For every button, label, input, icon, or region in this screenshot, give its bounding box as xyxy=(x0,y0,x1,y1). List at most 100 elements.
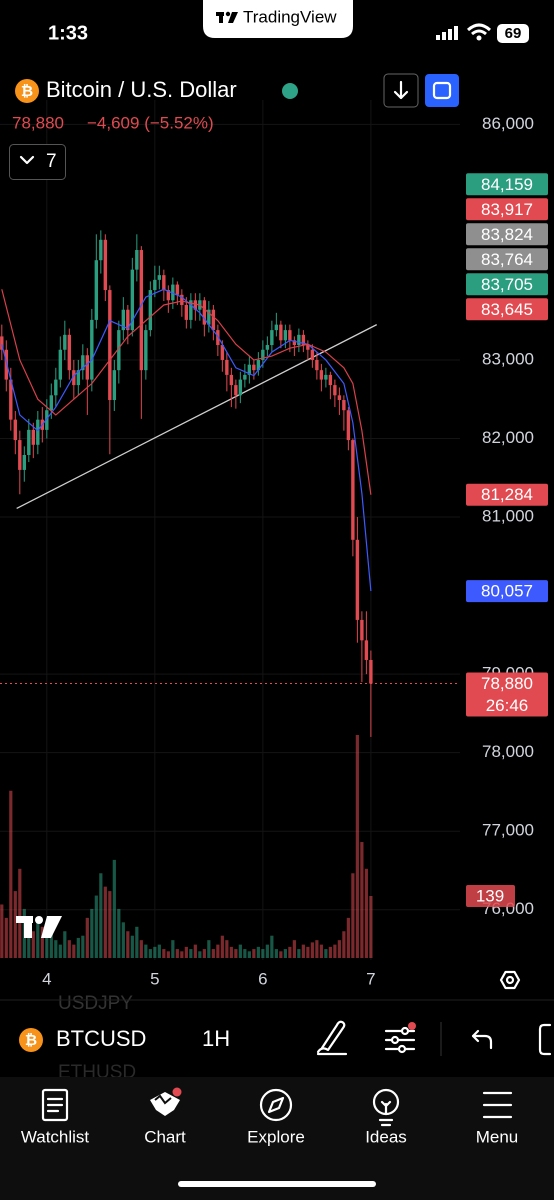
volume-bar xyxy=(54,940,58,958)
arrow-icon xyxy=(393,80,409,100)
x-tick-label: 4 xyxy=(42,969,51,988)
indicators-icon[interactable] xyxy=(384,1026,416,1054)
last-price: 78,880 xyxy=(12,113,64,132)
candle-body xyxy=(342,400,346,411)
notification-dot xyxy=(408,1022,416,1030)
volume-bar xyxy=(130,935,134,958)
collapse-button[interactable] xyxy=(383,73,419,108)
indicators-count: 7 xyxy=(46,151,57,172)
volume-bar xyxy=(18,868,22,958)
tab-label[interactable]: Chart xyxy=(144,1127,186,1146)
candle-body xyxy=(144,330,148,371)
status-time: 1:33 xyxy=(48,22,88,44)
candle-body xyxy=(333,385,337,396)
volume-bar xyxy=(117,908,121,958)
candle-body xyxy=(31,429,36,445)
toolbar-symbol[interactable]: BTCUSD xyxy=(56,1026,146,1051)
price-label-box xyxy=(466,273,548,296)
volume-bar xyxy=(351,873,355,958)
btc-glyph: ₿ xyxy=(25,1032,37,1049)
notification-dot xyxy=(172,1087,182,1097)
volume-bar xyxy=(202,949,206,958)
price-label-box xyxy=(466,580,548,603)
volume-bar xyxy=(333,944,337,958)
price-label-box xyxy=(466,298,548,321)
candle-body xyxy=(130,269,135,331)
volume-bar xyxy=(274,949,278,958)
candle-body xyxy=(148,290,153,331)
volume-bar xyxy=(67,940,71,958)
y-tick-label: 78,000 xyxy=(482,742,534,761)
candle-body xyxy=(175,284,180,295)
candle-body xyxy=(81,355,85,371)
volume-bar xyxy=(220,935,224,958)
tab-label[interactable]: Watchlist xyxy=(21,1127,90,1146)
price-label: 80,057 xyxy=(481,582,533,601)
candle-body xyxy=(67,334,72,371)
candle-body xyxy=(324,374,328,380)
candle-body xyxy=(243,374,247,380)
volume-bar xyxy=(238,944,242,958)
undo-icon[interactable] xyxy=(471,1029,493,1050)
battery-level: 69 xyxy=(505,25,522,42)
candle-body xyxy=(85,355,90,380)
volume-bar xyxy=(328,946,332,958)
btc-icon xyxy=(19,1028,43,1052)
candle-body xyxy=(135,250,139,270)
volume-bar xyxy=(261,949,265,958)
candle-body xyxy=(108,290,112,401)
indicators-toggle[interactable] xyxy=(9,144,66,180)
candle-body xyxy=(261,349,265,360)
volume-bar xyxy=(4,917,8,958)
volume-bar xyxy=(234,949,238,958)
volume-bar xyxy=(76,937,80,958)
candle-body xyxy=(72,370,76,386)
btc-glyph: ₿ xyxy=(21,83,33,100)
candle-body xyxy=(126,309,130,331)
volume-bar xyxy=(211,949,215,958)
price-label: 83,764 xyxy=(481,250,533,269)
candle-body xyxy=(112,370,117,401)
tab-label[interactable]: Menu xyxy=(476,1127,519,1146)
candle-body xyxy=(252,364,256,371)
price-label-box xyxy=(466,198,548,221)
redo-icon[interactable] xyxy=(538,1023,552,1056)
volume-bar xyxy=(364,868,368,958)
candle-body xyxy=(49,395,54,411)
draw-icon[interactable] xyxy=(316,1020,348,1056)
price-label: 83,645 xyxy=(481,300,533,319)
x-tick-label: 6 xyxy=(258,969,267,988)
candle-body xyxy=(0,336,4,350)
volume-bar xyxy=(45,935,49,958)
price-label-box xyxy=(466,248,548,271)
wifi-dot xyxy=(476,35,482,41)
volume-bar xyxy=(36,917,40,958)
volume-bar xyxy=(310,942,314,958)
ideas-icon xyxy=(372,1088,400,1127)
volume-bar xyxy=(166,951,170,958)
candle-body xyxy=(301,334,306,346)
tab-label[interactable]: Ideas xyxy=(365,1127,407,1146)
fullscreen-icon xyxy=(432,81,452,100)
candle-body xyxy=(306,345,310,350)
volume-bar xyxy=(216,944,220,958)
candle-body xyxy=(9,379,13,420)
tab-label[interactable]: Explore xyxy=(247,1127,305,1146)
ghost-symbol: USDJPY xyxy=(58,993,133,1014)
candle-body xyxy=(274,324,279,331)
volume-bar xyxy=(49,931,53,958)
fullscreen-button[interactable] xyxy=(425,74,459,107)
toolbar-interval[interactable]: 1H xyxy=(202,1026,230,1051)
settings-icon[interactable] xyxy=(499,970,521,990)
candle-body xyxy=(184,304,189,320)
candle-body xyxy=(121,309,126,331)
volume-bar xyxy=(171,940,175,958)
volume-bar xyxy=(225,940,229,958)
candle-body xyxy=(238,379,243,396)
candle-body xyxy=(337,395,342,401)
candle-body xyxy=(247,364,252,375)
volume-bar xyxy=(355,735,359,958)
volume-bar xyxy=(139,940,143,958)
